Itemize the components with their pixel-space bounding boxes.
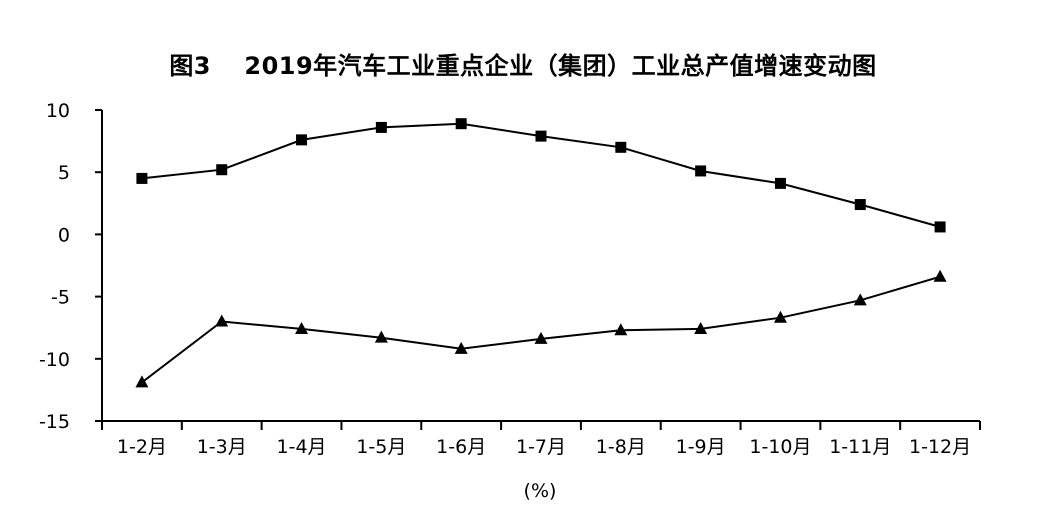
x-tick-label: 1-11月 [829,436,891,458]
y-tick-label: -5 [51,287,70,309]
series-markers [135,118,947,388]
data-point-triangle [694,321,708,334]
x-tick-label: 1-10月 [749,436,811,458]
x-tick-label: 1-9月 [676,436,726,458]
data-point-triangle [135,375,149,388]
data-point-triangle [773,310,787,323]
x-tick-label: 1-4月 [277,436,327,458]
x-tick-label: 1-3月 [197,436,247,458]
y-axis-ticks: 10 5 0 -5 -10 -15 [39,100,102,433]
data-point-square [934,221,946,233]
y-tick-label: 10 [46,100,70,122]
chart-title: 图3 2019年汽车工业重点企业（集团）工业总产值增速变动图 [169,52,877,80]
x-tick-label: 1-7月 [516,436,566,458]
series-line-2 [141,275,941,384]
data-point-square [296,134,308,146]
data-point-triangle [295,321,309,334]
axes [101,110,980,422]
y-tick-label: -15 [39,411,70,433]
data-point-square [774,177,786,189]
y-tick-label: 0 [58,224,70,246]
x-tick-label: 1-6月 [436,436,486,458]
x-tick-label: 1-2月 [117,436,167,458]
x-tick-label: 1-5月 [356,436,406,458]
data-point-square [136,172,148,184]
data-point-triangle [933,269,947,282]
x-tick-label: 1-12月 [909,436,971,458]
y-tick-label: -10 [39,349,70,371]
data-point-square [854,199,866,211]
data-point-square [216,164,228,176]
data-point-triangle [534,331,548,344]
data-point-square [535,130,547,142]
data-point-triangle [853,293,867,306]
unit-label: (%) [523,480,557,502]
x-tick-label: 1-8月 [596,436,646,458]
data-point-square [375,121,387,133]
data-point-triangle [215,314,229,327]
data-point-square [695,165,707,177]
x-axis-ticks: 1-2月 1-3月 1-4月 1-5月 1-6月 1-7月 1-8月 1-9月 1-10月 1-1… [101,421,981,458]
data-point-square [455,118,467,130]
data-point-triangle [454,341,468,354]
y-tick-label: 5 [58,162,70,184]
data-point-square [615,141,627,153]
data-point-triangle [614,323,628,336]
data-point-triangle [374,330,388,343]
